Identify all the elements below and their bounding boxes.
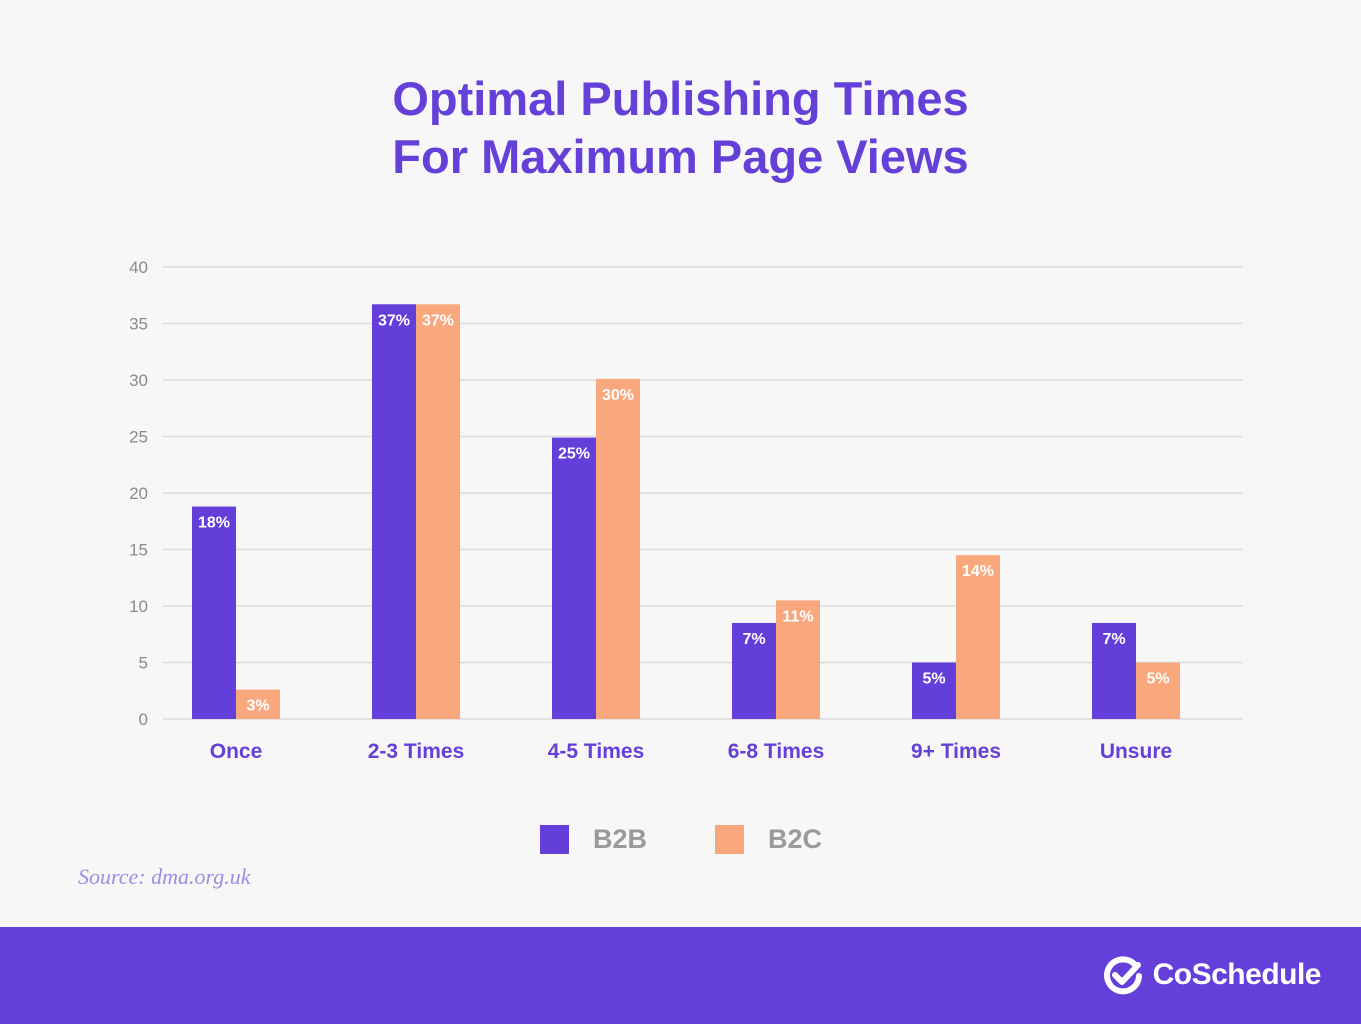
- legend-label-b2b: B2B: [593, 824, 648, 854]
- data-label: 7%: [1102, 631, 1125, 648]
- footer-bar: CoSchedule: [0, 927, 1361, 1024]
- y-tick-label: 40: [129, 258, 148, 277]
- y-tick-label: 10: [129, 597, 148, 616]
- legend-swatch-b2c: [715, 825, 744, 854]
- bar-b2c: [1136, 662, 1180, 719]
- data-label: 30%: [602, 387, 634, 404]
- bar-b2c: [956, 555, 1000, 719]
- bar-b2c: [236, 689, 280, 719]
- data-label: 11%: [782, 608, 813, 625]
- data-label: 37%: [422, 312, 454, 329]
- y-tick-label: 35: [129, 315, 148, 334]
- x-tick-label: Unsure: [1100, 740, 1172, 763]
- legend-item-b2c: B2C: [715, 824, 822, 855]
- bar-b2b: [552, 437, 596, 719]
- x-tick-label: 6-8 Times: [728, 740, 825, 763]
- data-label: 3%: [246, 698, 269, 715]
- data-label: 5%: [1146, 671, 1169, 688]
- bar-b2b: [1092, 622, 1136, 719]
- y-tick-label: 15: [129, 541, 148, 560]
- bar-chart: 0 5 10 15 20 25 30 35 40 18% 3% Once 37% 37% 2-3 Times…: [129, 258, 1243, 763]
- x-tick-label: Once: [210, 740, 263, 763]
- bar-b2b: [192, 506, 236, 719]
- chart-title-line-1: Optimal Publishing Times: [392, 72, 969, 125]
- data-label: 7%: [742, 631, 765, 648]
- bar-b2c: [416, 304, 460, 719]
- data-label: 25%: [558, 446, 590, 463]
- chart-title-line-2: For Maximum Page Views: [392, 130, 969, 183]
- bar-b2b: [732, 622, 776, 719]
- legend-label-b2c: B2C: [768, 824, 823, 854]
- y-tick-label: 5: [139, 654, 148, 673]
- chart-title: Optimal Publishing Times For Maximum Pag…: [0, 70, 1361, 186]
- data-label: 5%: [922, 671, 945, 688]
- y-tick-label: 20: [129, 484, 148, 503]
- y-tick-label: 25: [129, 428, 148, 447]
- bar-b2c: [776, 600, 820, 719]
- legend-swatch-b2b: [540, 825, 569, 854]
- data-label: 14%: [962, 563, 994, 580]
- x-tick-label: 4-5 Times: [548, 740, 645, 763]
- bar-b2b: [912, 662, 956, 719]
- legend-item-b2b: B2B: [540, 824, 647, 855]
- source-note: Source: dma.org.uk: [78, 864, 251, 889]
- x-tick-label: 9+ Times: [911, 740, 1001, 763]
- y-tick-label: 30: [129, 371, 148, 390]
- y-tick-label: 0: [139, 710, 148, 729]
- data-label: 37%: [378, 312, 410, 329]
- check-circle-icon: [1103, 956, 1142, 995]
- data-label: 18%: [198, 515, 230, 532]
- bar-b2c: [596, 378, 640, 719]
- brand-name: CoSchedule: [1152, 958, 1322, 991]
- x-tick-label: 2-3 Times: [368, 740, 465, 763]
- chart-legend: B2B B2C: [0, 824, 1361, 858]
- brand-logo: CoSchedule: [1103, 954, 1322, 996]
- bar-b2b: [372, 304, 416, 719]
